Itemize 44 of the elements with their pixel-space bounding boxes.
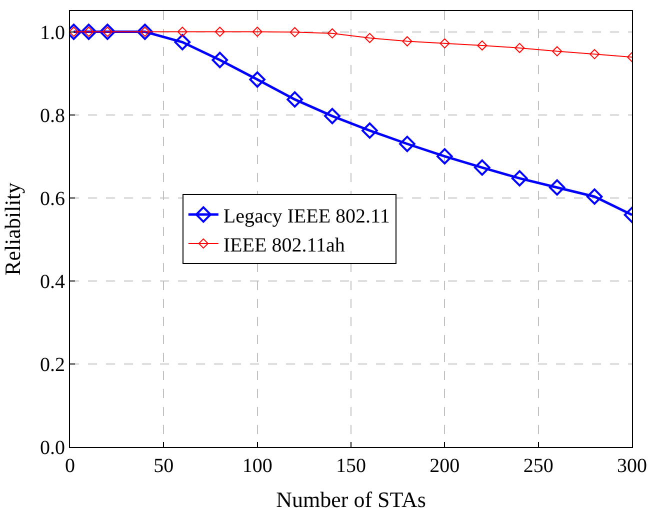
- point: [99, 24, 116, 40]
- x-tick-label: 0: [65, 455, 75, 477]
- point: [402, 36, 412, 46]
- legend-label: IEEE 802.11ah: [223, 234, 345, 256]
- point: [174, 34, 191, 50]
- y-tick-label: 0.6: [40, 188, 65, 210]
- point: [511, 170, 528, 186]
- x-tick-label: 100: [242, 455, 272, 477]
- y-axis-title: Reliability: [0, 182, 25, 276]
- x-tick-label: 250: [523, 455, 554, 477]
- y-tick-label: 0.2: [40, 354, 65, 376]
- point: [324, 108, 340, 124]
- point: [214, 26, 225, 37]
- x-axis-title: Number of STAs: [276, 486, 426, 512]
- point: [136, 24, 154, 40]
- point: [80, 24, 97, 40]
- point: [364, 32, 375, 44]
- x-tick-label: 150: [336, 455, 366, 477]
- point: [286, 91, 303, 108]
- point: [589, 49, 600, 60]
- point: [177, 26, 188, 37]
- point: [327, 28, 338, 38]
- point: [514, 42, 525, 54]
- y-tick-label: 0.8: [40, 104, 65, 127]
- point: [474, 159, 490, 176]
- point: [586, 188, 603, 205]
- point: [477, 40, 488, 51]
- point: [548, 179, 566, 196]
- x-tick-label: 300: [617, 455, 647, 477]
- point: [212, 52, 228, 68]
- point: [440, 38, 450, 48]
- point: [552, 46, 562, 56]
- x-tick-label: 50: [154, 455, 174, 477]
- x-tick-label: 200: [430, 455, 460, 477]
- legend-label: Legacy IEEE 802.11: [223, 205, 390, 228]
- y-tick-label: 1.0: [40, 22, 65, 44]
- point: [290, 27, 300, 38]
- point: [399, 136, 416, 152]
- point: [252, 26, 262, 37]
- point: [362, 122, 378, 139]
- point: [249, 71, 266, 88]
- y-tick-label: 0.4: [40, 270, 65, 293]
- y-tick-label: 0.0: [40, 437, 65, 459]
- point: [436, 148, 453, 164]
